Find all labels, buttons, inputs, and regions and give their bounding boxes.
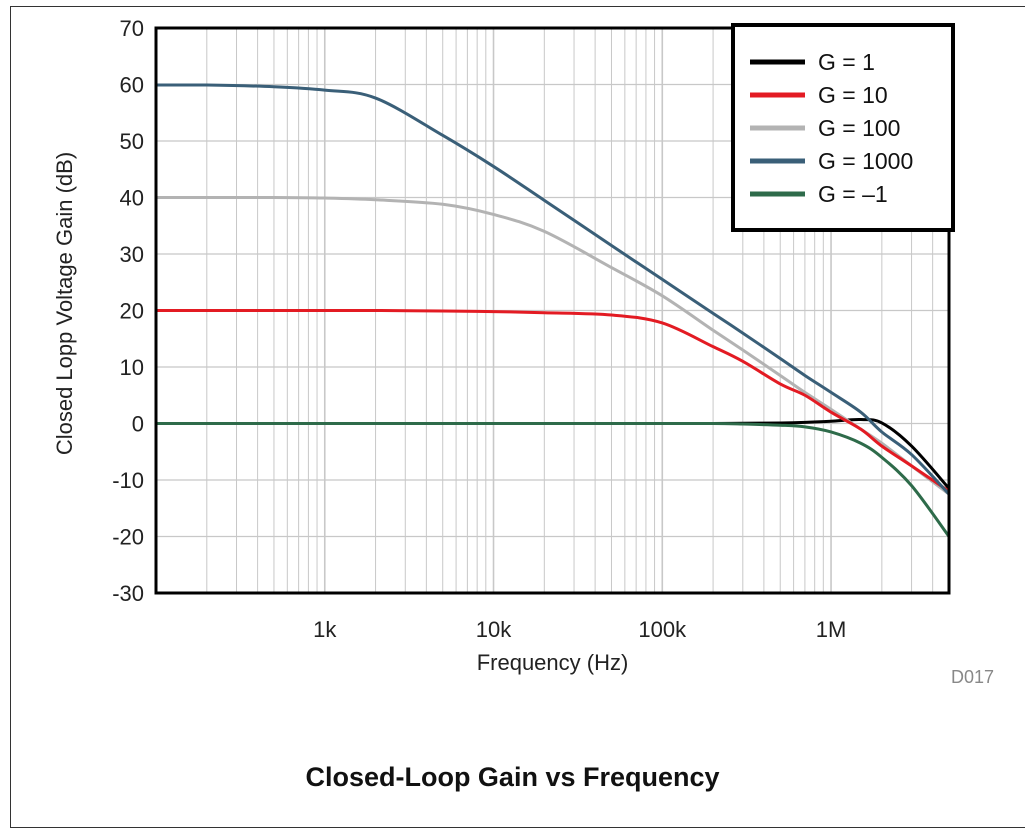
- x-tick-label: 10k: [476, 617, 512, 642]
- series-lines: [155, 83, 951, 538]
- series-line-g1: [156, 418, 951, 490]
- legend-label: G = 1: [818, 49, 875, 75]
- series-line-g100: [155, 195, 950, 496]
- y-tick-label: 60: [120, 73, 144, 98]
- series-line-g1000: [155, 83, 951, 496]
- y-tick-label: 0: [132, 412, 144, 437]
- y-axis-title: Closed Lopp Voltage Gain (dB): [52, 152, 77, 455]
- y-tick-label: 20: [120, 299, 144, 324]
- chart: -30 -20 -10 0 10 20 30 40 50 60 70 1k 10k 100k 1M G =…: [52, 16, 994, 687]
- y-tick-label: 70: [120, 16, 144, 41]
- y-tick-label: 40: [120, 186, 144, 211]
- legend-label: G = 1000: [818, 148, 913, 174]
- series-line-gneg1: [156, 421, 951, 538]
- x-axis-ticks: 1k 10k 100k 1M: [313, 617, 846, 642]
- series-line-g10: [156, 308, 950, 493]
- legend-label: G = 100: [818, 115, 900, 141]
- x-axis-title: Frequency (Hz): [477, 650, 629, 675]
- legend-label: G = –1: [818, 181, 888, 207]
- x-tick-label: 100k: [638, 617, 687, 642]
- y-tick-label: 10: [120, 355, 144, 380]
- y-axis-ticks: -30 -20 -10 0 10 20 30 40 50 60 70: [112, 16, 144, 606]
- legend: G = 1 G = 10 G = 100 G = 1000 G = –1: [731, 23, 955, 232]
- y-tick-label: 50: [120, 129, 144, 154]
- x-tick-label: 1k: [313, 617, 337, 642]
- legend-label: G = 10: [818, 82, 888, 108]
- figure-id: D017: [951, 667, 994, 687]
- y-tick-label: -30: [112, 581, 144, 606]
- plot-border: [154, 26, 951, 595]
- y-tick-label: 30: [120, 242, 144, 267]
- y-tick-label: -10: [112, 468, 144, 493]
- figure-caption: Closed-Loop Gain vs Frequency: [305, 762, 720, 792]
- y-tick-label: -20: [112, 525, 144, 550]
- x-tick-label: 1M: [816, 617, 847, 642]
